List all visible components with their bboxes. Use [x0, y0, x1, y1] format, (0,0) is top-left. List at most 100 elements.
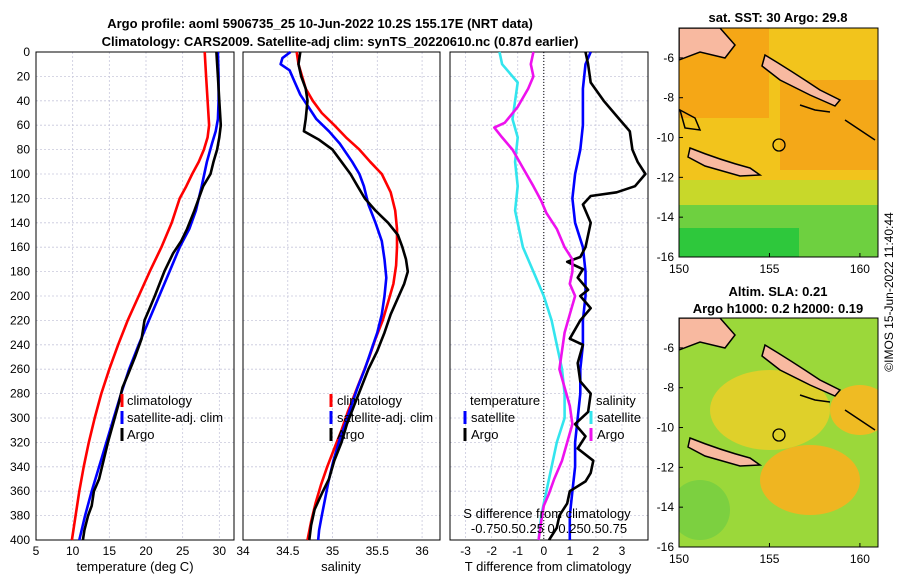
- legend-label-sal-argo: Argo: [597, 427, 624, 442]
- salinity-grid: [242, 51, 440, 541]
- series-line-argo: [297, 51, 410, 541]
- legend-label-temp-satellite: satellite: [471, 410, 515, 425]
- map-x-tick-label: 160: [850, 262, 870, 276]
- depth-tick-label: 40: [17, 94, 31, 108]
- x-tick-label: 3: [619, 544, 626, 558]
- legend-label-argo: Argo: [337, 427, 364, 442]
- map-y-tick-label: -14: [657, 500, 675, 514]
- map-y-tick-label: -6: [663, 51, 674, 65]
- land-island: [687, 436, 763, 467]
- x-tick-label: 25: [176, 544, 190, 558]
- depth-tick-label: 240: [10, 338, 30, 352]
- map-x-tick-label: 155: [759, 552, 779, 566]
- land-png-peninsula: [761, 53, 842, 107]
- figure-title-line2: Climatology: CARS2009. Satellite-adj cli…: [102, 34, 579, 49]
- sla-map-subtitle: Argo h1000: 0.2 h2000: 0.19: [693, 301, 864, 316]
- depth-tick-label: 20: [17, 69, 31, 83]
- x-tick-label: -1: [512, 544, 523, 558]
- map-y-tick-label: -8: [663, 91, 674, 105]
- sst-map-panel: sat. SST: 30 Argo: 29.8 150 155 160 -6 -8 -10…: [657, 10, 879, 276]
- series-line-salinity-argo: [492, 51, 577, 541]
- depth-tick-label: 160: [10, 240, 30, 254]
- map-y-tick-label: -14: [657, 210, 675, 224]
- depth-tick-label: 340: [10, 460, 30, 474]
- temperature-grid: [35, 51, 234, 541]
- difference-tick-labels: -3 -2 -1 0 1 2 3: [460, 544, 625, 558]
- land-png-mainland: [679, 28, 736, 61]
- salinity-series: [279, 50, 410, 541]
- depth-tick-label: 380: [10, 509, 30, 523]
- depth-tick-label: 260: [10, 362, 30, 376]
- legend-label-argo: Argo: [127, 427, 154, 442]
- depth-tick-label: 100: [10, 167, 30, 181]
- reef-contours: [799, 394, 876, 431]
- figure-title-line1: Argo profile: aoml 5906735_25 10-Jun-202…: [107, 16, 533, 31]
- x-tick-label: 36: [415, 544, 429, 558]
- depth-tick-label: 220: [10, 313, 30, 327]
- depth-tick-label: 280: [10, 387, 30, 401]
- salinity-difference-ticks: -0.750.50.25 0 0.250.50.75: [471, 521, 627, 536]
- series-line-argo: [81, 51, 223, 541]
- map-y-tick-label: -8: [663, 381, 674, 395]
- difference-grid: [450, 51, 648, 541]
- map-x-tick-label: 155: [759, 262, 779, 276]
- depth-tick-label: 200: [10, 289, 30, 303]
- land-png-mainland: [679, 318, 736, 351]
- sla-map-ticks: 150 155 160 -6 -8 -10 -12 -14 -16: [657, 341, 871, 566]
- sla-map-field: [679, 318, 878, 547]
- sst-map-title: sat. SST: 30 Argo: 29.8: [709, 10, 848, 25]
- map-y-tick-label: -12: [657, 460, 675, 474]
- map-y-tick-label: -12: [657, 170, 675, 184]
- temperature-panel: 0 20 40 60 80 100 120 140 160 180 200 220 240 260 280 3…: [10, 45, 235, 574]
- island-outline: [679, 108, 702, 131]
- map-x-tick-label: 150: [669, 262, 689, 276]
- depth-tick-label: 80: [17, 143, 31, 157]
- series-line-satellite-adj-clim: [279, 50, 388, 541]
- land-png-peninsula: [761, 343, 842, 397]
- depth-tick-label: 300: [10, 411, 30, 425]
- salinity-legend: climatology satellite-adj. clim Argo: [329, 393, 433, 442]
- depth-tick-label: 360: [10, 484, 30, 498]
- salinity-tick-labels: 34 34.5 35 35.5 36: [236, 544, 429, 558]
- series-line-climatology: [295, 51, 399, 541]
- x-tick-label: 1: [566, 544, 573, 558]
- series-line-temperature-satellite: [568, 51, 592, 540]
- sla-high-patch: [710, 370, 830, 450]
- x-tick-label: 34.5: [276, 544, 300, 558]
- x-tick-label: 20: [139, 544, 153, 558]
- sst-cool-band: [679, 228, 799, 257]
- depth-tick-label: 400: [10, 533, 30, 547]
- imos-timestamp: ©IMOS 15-Jun-2022 11:40:44: [882, 212, 896, 372]
- legend-label-satellite: satellite-adj. clim: [127, 410, 223, 425]
- sst-map-frame: [678, 27, 879, 258]
- sla-map-panel: Altim. SLA: 0.21 Argo h1000: 0.2 h2000: …: [657, 284, 879, 566]
- sst-map-ticks: 150 155 160 -6 -8 -10 -12 -14 -16: [657, 51, 871, 276]
- sla-map-frame: [678, 317, 879, 548]
- salinity-xlabel: salinity: [321, 559, 361, 574]
- x-tick-label: 2: [593, 544, 600, 558]
- reef-contours: [799, 104, 876, 141]
- salinity-axes-frame: [242, 51, 441, 541]
- map-y-tick-label: -10: [657, 421, 675, 435]
- sla-map-title: Altim. SLA: 0.21: [729, 284, 828, 299]
- map-y-tick-label: -6: [663, 341, 674, 355]
- depth-tick-labels: 0 20 40 60 80 100 120 140 160 180 200 220 240 260 280 3…: [10, 45, 30, 547]
- x-tick-label: -3: [460, 544, 471, 558]
- difference-series: [492, 51, 647, 541]
- x-tick-label: 35: [326, 544, 340, 558]
- land-island: [687, 146, 763, 177]
- series-line-climatology: [70, 51, 211, 541]
- argo-float-marker: [772, 138, 786, 152]
- difference-panel: -3 -2 -1 0 1 2 3 T difference from climatology…: [449, 51, 649, 574]
- difference-legend: temperature satellite Argo salinity sate…: [463, 393, 641, 442]
- x-tick-label: 30: [213, 544, 227, 558]
- x-tick-label: -2: [486, 544, 497, 558]
- difference-xlabel: T difference from climatology: [465, 559, 632, 574]
- x-tick-label: 0: [540, 544, 547, 558]
- argo-float-marker: [772, 428, 786, 442]
- sst-warm-patch: [780, 80, 878, 170]
- depth-tick-label: 60: [17, 118, 31, 132]
- map-y-tick-label: -16: [657, 540, 675, 554]
- x-tick-label: 5: [33, 544, 40, 558]
